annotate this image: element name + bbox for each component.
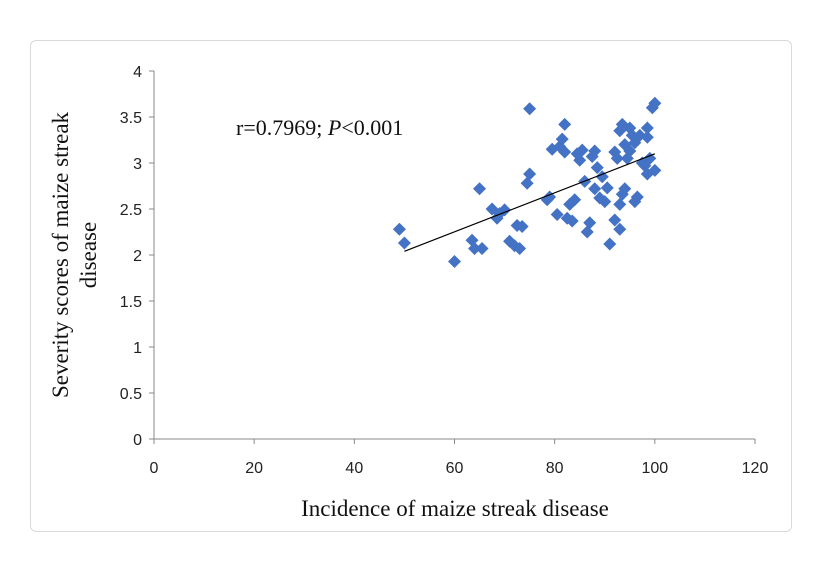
data-point (397, 236, 411, 250)
data-point (613, 222, 627, 236)
x-tick-label: 100 (641, 460, 668, 477)
x-tick-label: 120 (742, 460, 769, 477)
data-point (588, 144, 602, 158)
data-point (513, 242, 527, 256)
data-point (613, 197, 627, 211)
data-point (610, 151, 624, 165)
y-tick-label: 3.5 (120, 110, 142, 127)
data-point (523, 102, 537, 116)
data-point (640, 121, 654, 135)
chart-area-frame (30, 40, 792, 532)
points-layer (392, 96, 662, 268)
x-axis-title: Incidence of maize streak disease (301, 496, 609, 521)
data-point (558, 145, 572, 159)
data-point (523, 167, 537, 181)
data-point (590, 161, 604, 175)
data-point (648, 163, 662, 177)
data-point (575, 143, 589, 157)
x-tick-label: 20 (245, 460, 263, 477)
y-tick-label: 2.5 (120, 202, 142, 219)
data-point (568, 193, 582, 207)
correlation-annotation: r=0.7969; P<0.001 (236, 115, 403, 140)
x-tick-label: 0 (150, 460, 159, 477)
y-tick-label: 1.5 (120, 294, 142, 311)
y-tick-label: 2 (133, 248, 142, 265)
data-point (648, 96, 662, 110)
data-point (468, 242, 482, 256)
data-point (448, 254, 461, 268)
data-point (550, 208, 564, 222)
data-point (598, 195, 612, 209)
y-tick-label: 0.5 (120, 386, 142, 403)
annotation-suffix: <0.001 (341, 115, 403, 140)
x-tick-label: 80 (546, 460, 564, 477)
x-tick-label: 60 (446, 460, 464, 477)
annotation-p: P (327, 115, 341, 140)
data-point (515, 219, 529, 233)
tick-layer: 00.511.522.533.540 20 40 60 80 100 120 (120, 64, 769, 477)
data-point (392, 222, 406, 236)
data-point (580, 225, 594, 239)
data-point (573, 153, 587, 167)
annotation-prefix: r=0.7969; (236, 115, 328, 140)
x-tick-label: 40 (345, 460, 363, 477)
y-tick-label: 0 (133, 432, 142, 449)
data-point (640, 130, 654, 144)
data-point (475, 242, 489, 256)
data-point (643, 151, 657, 165)
data-point (583, 216, 597, 230)
data-point (473, 182, 487, 196)
trendline (404, 153, 656, 252)
data-point (555, 132, 569, 146)
data-point (520, 176, 534, 190)
data-point (623, 144, 637, 158)
data-point (618, 182, 632, 196)
y-axis-title-line-1: Severity scores of maize streak (48, 111, 73, 398)
data-point (558, 117, 572, 131)
y-axis-title-line-2: disease (76, 222, 101, 288)
data-point (565, 214, 579, 228)
data-point (588, 182, 602, 196)
data-point (630, 190, 644, 204)
data-point (608, 213, 622, 227)
y-tick-label: 3 (133, 156, 142, 173)
y-tick-label: 4 (133, 64, 142, 81)
data-point (600, 181, 614, 195)
data-point (603, 237, 617, 251)
y-tick-label: 1 (133, 340, 142, 357)
y-axis-title: Severity scores of maize streak disease (48, 111, 101, 398)
